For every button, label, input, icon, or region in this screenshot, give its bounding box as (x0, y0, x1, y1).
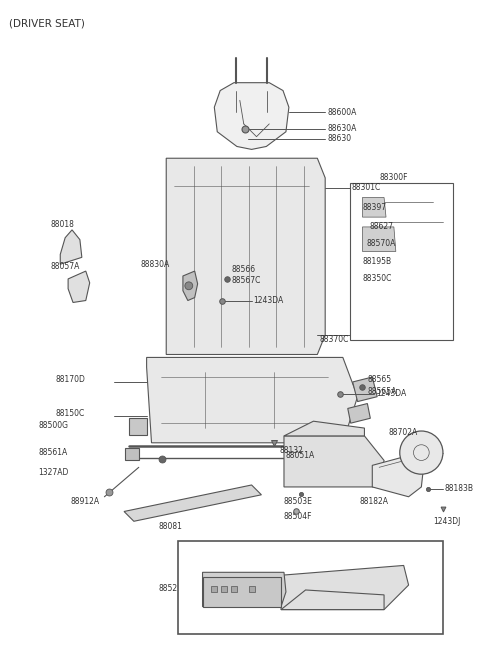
Text: 1243DA: 1243DA (376, 389, 407, 398)
Circle shape (185, 282, 193, 290)
Polygon shape (125, 448, 139, 460)
Polygon shape (129, 419, 146, 435)
Polygon shape (353, 377, 377, 402)
Text: 88503E: 88503E (284, 497, 313, 506)
Text: 1327AD: 1327AD (39, 468, 69, 477)
Text: 1243DA: 1243DA (253, 296, 284, 305)
Text: 88051A: 88051A (286, 613, 315, 622)
Polygon shape (146, 358, 358, 443)
Text: 88566: 88566 (232, 265, 256, 274)
Text: 88182A: 88182A (360, 497, 388, 506)
Polygon shape (60, 230, 82, 264)
Text: 88504F: 88504F (284, 512, 312, 521)
Text: 88830A: 88830A (141, 260, 170, 269)
Text: 1243DJ: 1243DJ (433, 517, 460, 526)
Polygon shape (68, 271, 90, 303)
Text: 88057A: 88057A (50, 262, 80, 271)
Text: 88500G: 88500G (39, 421, 69, 430)
Polygon shape (284, 421, 364, 436)
Text: 88627: 88627 (369, 223, 393, 231)
Polygon shape (281, 590, 384, 610)
Text: 88132: 88132 (279, 446, 303, 455)
Polygon shape (362, 198, 386, 217)
Polygon shape (372, 455, 423, 496)
Polygon shape (362, 227, 396, 252)
Text: 88565: 88565 (367, 375, 392, 384)
Polygon shape (214, 83, 289, 149)
Text: 88370C: 88370C (319, 335, 348, 345)
Text: 88300F: 88300F (379, 174, 408, 182)
Text: (POWER SEAT): (POWER SEAT) (190, 552, 255, 561)
Polygon shape (166, 159, 325, 354)
Text: 88567C: 88567C (232, 276, 261, 286)
Text: 88565A: 88565A (367, 387, 397, 396)
Text: 88630A: 88630A (327, 124, 357, 134)
Text: 88051A: 88051A (286, 451, 315, 460)
Text: (DRIVER SEAT): (DRIVER SEAT) (9, 19, 85, 29)
Text: 88523A: 88523A (381, 588, 410, 597)
Text: 88397: 88397 (362, 203, 386, 212)
Polygon shape (281, 565, 408, 610)
Polygon shape (203, 577, 281, 607)
Polygon shape (183, 271, 198, 301)
Text: 88018: 88018 (50, 221, 74, 229)
Text: 88600A: 88600A (327, 107, 357, 117)
Bar (350, 183, 453, 340)
Text: 88630: 88630 (327, 134, 351, 143)
Text: 88912A: 88912A (70, 497, 99, 506)
Polygon shape (124, 485, 262, 521)
Circle shape (400, 431, 443, 474)
Text: 88183B: 88183B (445, 485, 474, 493)
Bar (178, 541, 443, 634)
Text: 88522H: 88522H (315, 602, 345, 611)
Text: 88521A: 88521A (158, 584, 188, 593)
Polygon shape (203, 572, 286, 607)
Polygon shape (348, 403, 371, 423)
Text: 88570A: 88570A (366, 239, 396, 248)
Text: 88561A: 88561A (39, 448, 68, 457)
Polygon shape (284, 436, 384, 487)
Text: 88301C: 88301C (352, 183, 381, 192)
Text: 88081: 88081 (158, 521, 182, 531)
Text: 88150C: 88150C (55, 409, 84, 418)
Text: 88195B: 88195B (362, 257, 392, 266)
Text: 88170D: 88170D (55, 375, 85, 384)
Text: 88702A: 88702A (389, 428, 418, 438)
Text: 88350C: 88350C (362, 274, 392, 284)
